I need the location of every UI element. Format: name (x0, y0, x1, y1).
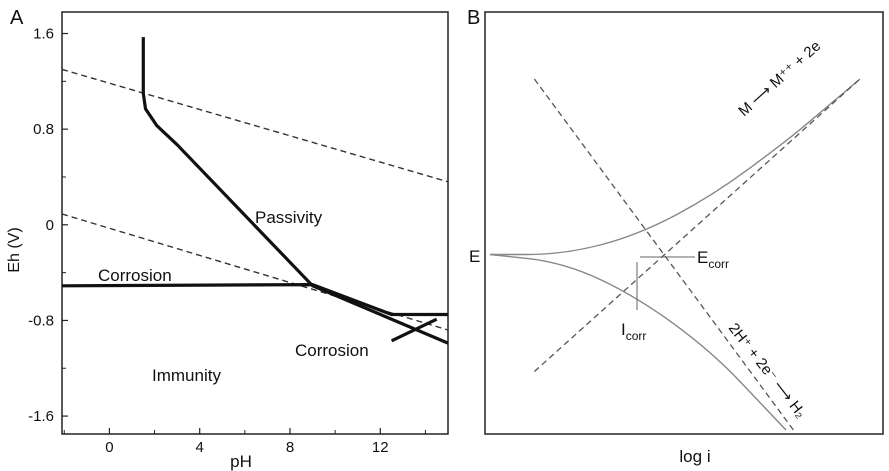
region-label-corrosion-acidic: Corrosion (98, 266, 172, 285)
y-tick-label: 1.6 (33, 26, 54, 43)
pourbaix-line-1 (61, 68, 449, 183)
pourbaix-line-5 (390, 317, 438, 343)
ecorr-main: E (697, 248, 708, 267)
x-tick-label: 4 (196, 439, 204, 456)
panel-b: B E M ⟶ M⁺⁺ + 2e 2H⁺ + 2e⁻ ⟶ H₂ Ecorr Ic… (467, 7, 884, 466)
icorr-sub: corr (626, 329, 647, 343)
y-tick-label: 0 (46, 217, 54, 234)
tafel-curve-3 (533, 78, 861, 372)
pourbaix-line-4 (61, 283, 448, 317)
region-label-immunity: Immunity (152, 366, 221, 385)
e-axis-label: E (469, 247, 480, 266)
y-tick-label: -0.8 (28, 312, 54, 329)
y-tick-label: 0.8 (33, 121, 54, 138)
x-tick-label: 8 (286, 439, 294, 456)
region-label-passivity: Passivity (255, 208, 323, 227)
panel-a-label: A (10, 7, 24, 29)
panel-a-ticks: 0 4 8 12 1.6 0.8 0 -0.8 -1.6 (28, 26, 426, 456)
region-label-corrosion-alkaline: Corrosion (295, 341, 369, 360)
x-axis-label-b: log i (679, 447, 710, 466)
panel-a-series (61, 37, 449, 345)
panel-b-label: B (467, 7, 480, 29)
icorr-main: I (621, 320, 626, 339)
pourbaix-line-3 (141, 37, 449, 345)
panel-a-frame (61, 11, 449, 435)
cathodic-reaction-label: 2H⁺ + 2e⁻ ⟶ H₂ (725, 320, 809, 421)
x-axis-label: pH (230, 452, 252, 471)
ecorr-label: Ecorr (697, 248, 729, 271)
tafel-curve-4 (533, 78, 794, 431)
tafel-curve-2 (489, 253, 787, 431)
tafel-curve-1 (489, 78, 861, 256)
panel-b-series (489, 78, 861, 431)
anodic-reaction-label: M ⟶ M⁺⁺ + 2e (735, 37, 824, 120)
x-tick-label: 12 (372, 439, 389, 456)
x-tick-label: 0 (105, 439, 113, 456)
icorr-label: Icorr (621, 320, 646, 343)
y-tick-label: -1.6 (28, 408, 54, 425)
ecorr-sub: corr (708, 257, 729, 271)
panel-a: A 0 4 8 12 1.6 0.8 0 -0.8 -1.6 Passivity Corrosi… (6, 7, 449, 471)
panel-b-frame (484, 11, 884, 435)
y-axis-label: Eh (V) (6, 227, 23, 272)
